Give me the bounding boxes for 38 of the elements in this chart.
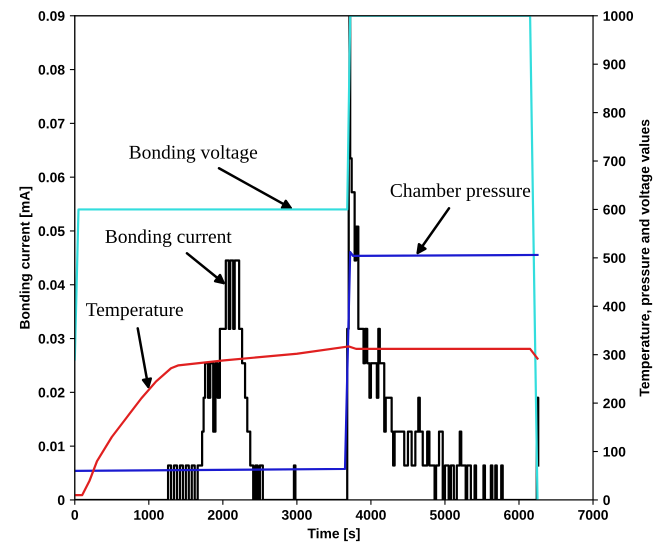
y2-tick-label: 300 bbox=[603, 350, 626, 360]
y2-tick-label: 600 bbox=[603, 204, 626, 215]
y2-tick-label: 1000 bbox=[604, 11, 634, 21]
y2-tick-label: 100 bbox=[604, 446, 626, 457]
y2-tick-label: 900 bbox=[603, 60, 626, 70]
x-tick-label: 3000 bbox=[282, 510, 312, 520]
y2-axis-title: Temperature, pressure and voltage values bbox=[639, 120, 652, 397]
y2-tick-label: 800 bbox=[603, 108, 626, 118]
y-tick-label: 0.08 bbox=[38, 64, 65, 75]
y-tick-label: 0.04 bbox=[38, 280, 65, 290]
y-tick-label: 0.03 bbox=[38, 334, 65, 344]
y2-tick-label: 700 bbox=[603, 156, 626, 166]
annotation: Bonding voltage bbox=[129, 145, 258, 163]
y2-tick-label: 0 bbox=[603, 495, 610, 506]
x-tick-label: 0 bbox=[71, 510, 78, 520]
line-series bbox=[74, 345, 539, 496]
y-tick-label: 0.06 bbox=[38, 172, 65, 182]
x-axis-title: Time [s] bbox=[308, 528, 360, 542]
x-tick-label: 7000 bbox=[578, 510, 608, 520]
x-tick-label: 4000 bbox=[356, 510, 386, 520]
annotation: Bonding current bbox=[105, 229, 232, 248]
y-tick-label: 0.07 bbox=[38, 118, 64, 129]
annotation: Temperature bbox=[86, 303, 183, 320]
x-tick-label: 1000 bbox=[134, 510, 164, 520]
annotation: Chamber pressure bbox=[390, 183, 530, 201]
x-tick-label: 5000 bbox=[430, 510, 460, 520]
line-series bbox=[74, 250, 539, 472]
y2-tick-label: 400 bbox=[602, 302, 626, 312]
y2-tick-label: 500 bbox=[603, 253, 626, 264]
y-tick-label: 0.09 bbox=[38, 11, 65, 21]
y-axis-title: Bonding current [mA] bbox=[19, 186, 32, 329]
x-tick-label: 6000 bbox=[504, 510, 534, 520]
y-tick-label: 0.01 bbox=[38, 441, 65, 452]
y-tick-label: 0.05 bbox=[38, 226, 65, 236]
x-tick-label: 2000 bbox=[208, 510, 238, 520]
y2-tick-label: 200 bbox=[603, 398, 626, 408]
y-tick-label: 0.02 bbox=[38, 388, 65, 398]
y-tick-label: 0 bbox=[58, 495, 64, 506]
